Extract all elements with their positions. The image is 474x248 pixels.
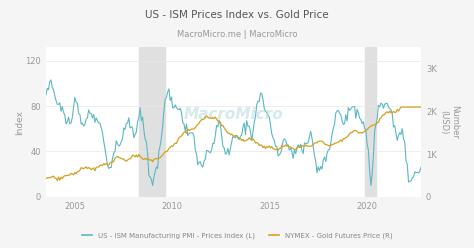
Text: US - ISM Prices Index vs. Gold Price: US - ISM Prices Index vs. Gold Price xyxy=(145,10,329,20)
Bar xyxy=(365,47,376,197)
Bar xyxy=(139,47,164,197)
Y-axis label: Number
(USD): Number (USD) xyxy=(439,105,459,139)
Text: MacroMicro.me | MacroMicro: MacroMicro.me | MacroMicro xyxy=(177,30,297,39)
Legend: US - ISM Manufacturing PMI - Prices Index (L), NYMEX - Gold Futures Price (R): US - ISM Manufacturing PMI - Prices Inde… xyxy=(79,230,395,242)
Text: MacroMicro: MacroMicro xyxy=(183,107,283,122)
Y-axis label: Index: Index xyxy=(15,110,24,134)
